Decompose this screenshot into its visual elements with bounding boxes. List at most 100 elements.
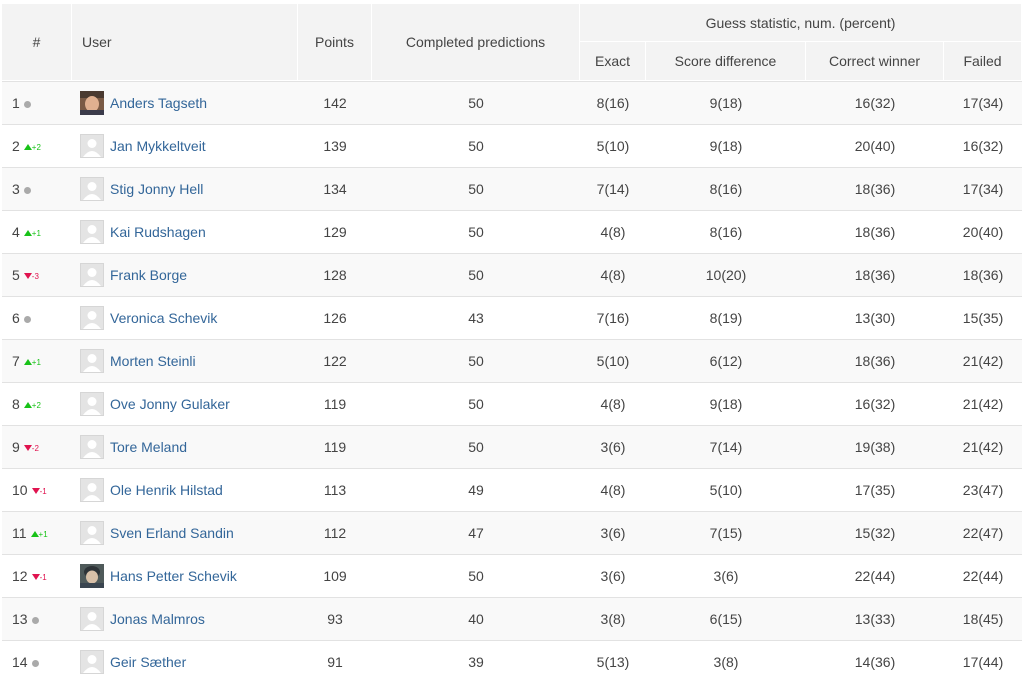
user-link[interactable]: Ove Jonny Gulaker bbox=[110, 396, 230, 412]
rank-number: 2 bbox=[12, 138, 20, 154]
user-avatar-icon[interactable] bbox=[80, 306, 104, 330]
score-difference-cell: 9(18) bbox=[646, 81, 806, 124]
completed-predictions-cell: 50 bbox=[372, 339, 580, 382]
failed-cell: 17(34) bbox=[944, 167, 1023, 210]
correct-winner-cell: 16(32) bbox=[806, 382, 944, 425]
failed-cell: 21(42) bbox=[944, 339, 1023, 382]
user-link[interactable]: Jonas Malmros bbox=[110, 611, 205, 627]
score-difference-cell: 3(6) bbox=[646, 554, 806, 597]
rank-change: +1 bbox=[31, 357, 41, 367]
header-correct-winner[interactable]: Correct winner bbox=[806, 42, 944, 81]
unchanged-dot-icon bbox=[31, 616, 39, 624]
exact-cell: 5(10) bbox=[580, 124, 646, 167]
exact-cell: 7(16) bbox=[580, 296, 646, 339]
user-cell: Stig Jonny Hell bbox=[72, 167, 298, 210]
user-avatar-icon[interactable] bbox=[80, 478, 104, 502]
user-avatar-icon[interactable] bbox=[80, 134, 104, 158]
user-link[interactable]: Hans Petter Schevik bbox=[110, 568, 237, 584]
exact-cell: 3(6) bbox=[580, 554, 646, 597]
rank-number: 10 bbox=[12, 482, 28, 498]
failed-cell: 22(44) bbox=[944, 554, 1023, 597]
exact-cell: 3(8) bbox=[580, 597, 646, 640]
rank-change: -1 bbox=[39, 572, 47, 582]
user-avatar-icon[interactable] bbox=[80, 91, 104, 115]
user-avatar-icon[interactable] bbox=[80, 392, 104, 416]
score-difference-cell: 8(16) bbox=[646, 167, 806, 210]
rank-cell: 3 bbox=[2, 167, 72, 210]
unchanged-dot-icon bbox=[23, 100, 31, 108]
leaderboard-table: # User Points Completed predictions Gues… bbox=[2, 4, 1023, 683]
rank-number: 13 bbox=[12, 611, 28, 627]
rank-cell: 11 +1 bbox=[2, 511, 72, 554]
user-cell: Veronica Schevik bbox=[72, 296, 298, 339]
exact-cell: 8(16) bbox=[580, 81, 646, 124]
failed-cell: 18(36) bbox=[944, 253, 1023, 296]
exact-cell: 5(13) bbox=[580, 640, 646, 683]
table-row: 4 +1 Kai Rudshagen 129 50 4(8) 8(16) 18(36) 20(4… bbox=[2, 210, 1023, 253]
user-avatar-icon[interactable] bbox=[80, 263, 104, 287]
points-cell: 142 bbox=[298, 81, 372, 124]
user-avatar-icon[interactable] bbox=[80, 607, 104, 631]
table-row: 12 -1 Hans Petter Schevik 109 50 3(6) 3(6) 22(4… bbox=[2, 554, 1023, 597]
user-avatar-icon[interactable] bbox=[80, 220, 104, 244]
score-difference-cell: 6(15) bbox=[646, 597, 806, 640]
user-avatar-icon[interactable] bbox=[80, 177, 104, 201]
failed-cell: 21(42) bbox=[944, 382, 1023, 425]
user-avatar-icon[interactable] bbox=[80, 521, 104, 545]
user-link[interactable]: Ole Henrik Hilstad bbox=[110, 482, 223, 498]
user-avatar-icon[interactable] bbox=[80, 349, 104, 373]
rank-cell: 7 +1 bbox=[2, 339, 72, 382]
user-link[interactable]: Tore Meland bbox=[110, 439, 188, 455]
header-user[interactable]: User bbox=[72, 4, 298, 81]
failed-cell: 16(32) bbox=[944, 124, 1023, 167]
failed-cell: 15(35) bbox=[944, 296, 1023, 339]
rank-down-arrow-icon bbox=[23, 273, 32, 280]
user-avatar-icon[interactable] bbox=[80, 650, 104, 674]
user-link[interactable]: Jan Mykkeltveit bbox=[110, 138, 206, 154]
table-row: 10 -1 Ole Henrik Hilstad 113 49 4(8) 5(10) 17(3… bbox=[2, 468, 1023, 511]
header-points[interactable]: Points bbox=[298, 4, 372, 81]
user-link[interactable]: Stig Jonny Hell bbox=[110, 181, 204, 197]
user-link[interactable]: Kai Rudshagen bbox=[110, 224, 206, 240]
rank-cell: 14 bbox=[2, 640, 72, 683]
exact-cell: 3(6) bbox=[580, 511, 646, 554]
rank-number: 7 bbox=[12, 353, 20, 369]
user-cell: Kai Rudshagen bbox=[72, 210, 298, 253]
rank-number: 3 bbox=[12, 181, 20, 197]
rank-number: 14 bbox=[12, 654, 28, 670]
completed-predictions-cell: 49 bbox=[372, 468, 580, 511]
table-row: 9 -2 Tore Meland 119 50 3(6) 7(14) 19(38) 21(42) bbox=[2, 425, 1023, 468]
rank-change: -2 bbox=[31, 443, 39, 453]
header-completed-predictions[interactable]: Completed predictions bbox=[372, 4, 580, 81]
user-link[interactable]: Morten Steinli bbox=[110, 353, 196, 369]
completed-predictions-cell: 39 bbox=[372, 640, 580, 683]
user-cell: Ole Henrik Hilstad bbox=[72, 468, 298, 511]
rank-up-arrow-icon bbox=[23, 359, 32, 366]
rank-cell: 1 bbox=[2, 81, 72, 124]
user-link[interactable]: Frank Borge bbox=[110, 267, 188, 283]
table-row: 3 Stig Jonny Hell 134 50 7(14) 8(16) 18(36) 17(… bbox=[2, 167, 1023, 210]
header-score-difference[interactable]: Score difference bbox=[646, 42, 806, 81]
correct-winner-cell: 14(36) bbox=[806, 640, 944, 683]
header-rank[interactable]: # bbox=[2, 4, 72, 81]
user-link[interactable]: Veronica Schevik bbox=[110, 310, 218, 326]
exact-cell: 7(14) bbox=[580, 167, 646, 210]
failed-cell: 21(42) bbox=[944, 425, 1023, 468]
user-avatar-icon[interactable] bbox=[80, 435, 104, 459]
rank-cell: 9 -2 bbox=[2, 425, 72, 468]
exact-cell: 3(6) bbox=[580, 425, 646, 468]
user-avatar-icon[interactable] bbox=[80, 564, 104, 588]
user-link[interactable]: Anders Tagseth bbox=[110, 95, 208, 111]
table-row: 6 Veronica Schevik 126 43 7(16) 8(19) 13(30) 15… bbox=[2, 296, 1023, 339]
user-cell: Jan Mykkeltveit bbox=[72, 124, 298, 167]
user-link[interactable]: Geir Sæther bbox=[110, 654, 187, 670]
completed-predictions-cell: 50 bbox=[372, 554, 580, 597]
table-row: 13 Jonas Malmros 93 40 3(8) 6(15) 13(33) 18(45) bbox=[2, 597, 1023, 640]
header-exact[interactable]: Exact bbox=[580, 42, 646, 81]
header-failed[interactable]: Failed bbox=[944, 42, 1023, 81]
user-link[interactable]: Sven Erland Sandin bbox=[110, 525, 234, 541]
completed-predictions-cell: 50 bbox=[372, 382, 580, 425]
failed-cell: 23(47) bbox=[944, 468, 1023, 511]
completed-predictions-cell: 47 bbox=[372, 511, 580, 554]
points-cell: 134 bbox=[298, 167, 372, 210]
